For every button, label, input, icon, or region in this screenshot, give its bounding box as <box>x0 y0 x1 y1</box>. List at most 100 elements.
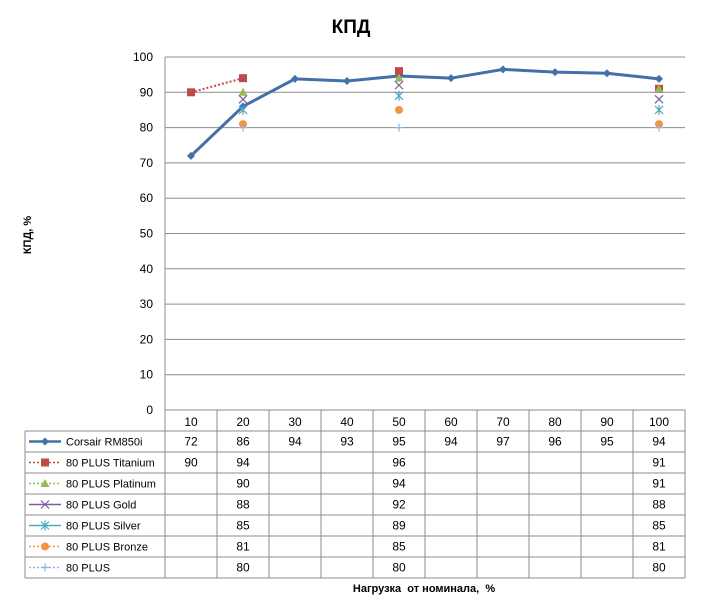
table-cell-80-plus-platinum: 94 <box>392 477 406 491</box>
table-cell-80-plus-bronze: 85 <box>392 540 406 554</box>
table-cell-80-plus: 80 <box>392 561 406 575</box>
table-cell-corsair-rm850i: 93 <box>340 435 354 449</box>
table-cell-80-plus-titanium: 90 <box>184 456 198 470</box>
y-tick-label: 100 <box>133 50 153 64</box>
series-line-80-plus-titanium <box>190 77 244 94</box>
table-cell-80-plus-gold: 88 <box>236 498 250 512</box>
x-tick-label: 40 <box>340 415 354 429</box>
y-tick-label: 70 <box>140 156 154 170</box>
data-point-corsair-rm850i <box>499 65 507 74</box>
table-cell-80-plus-silver: 89 <box>392 519 406 533</box>
table-cell-corsair-rm850i: 94 <box>444 435 458 449</box>
y-tick-label: 10 <box>140 368 154 382</box>
x-tick-label: 20 <box>236 415 250 429</box>
y-tick-label: 80 <box>140 121 154 135</box>
y-tick-label: 0 <box>146 403 153 417</box>
table-cell-80-plus-gold: 88 <box>652 498 666 512</box>
table-cell-80-plus-titanium: 96 <box>392 456 406 470</box>
y-tick-label: 50 <box>140 227 154 241</box>
x-tick-label: 100 <box>649 415 669 429</box>
legend-key-marker-80-plus-bronze <box>41 542 49 551</box>
x-axis-title: Нагрузка от номинала, % <box>353 583 495 595</box>
table-cell-corsair-rm850i: 94 <box>288 435 302 449</box>
legend-key-marker-80-plus-silver <box>40 520 50 531</box>
x-tick-label: 60 <box>444 415 458 429</box>
series-line-corsair-rm850i <box>189 67 660 157</box>
data-point-corsair-rm850i <box>343 77 351 86</box>
legend-label-80-plus-bronze: 80 PLUS Bronze <box>66 542 148 554</box>
data-point-80-plus-gold <box>238 94 248 104</box>
data-point-80-plus-titanium <box>187 88 195 97</box>
data-point-80-plus-platinum <box>394 73 404 82</box>
table-cell-80-plus-bronze: 81 <box>236 540 250 554</box>
legend-key-marker-80-plus-titanium <box>41 458 49 467</box>
table-cell-80-plus: 80 <box>236 561 250 575</box>
table-cell-80-plus-silver: 85 <box>236 519 250 533</box>
table-cell-80-plus-platinum: 91 <box>652 477 666 491</box>
x-tick-label: 10 <box>184 415 198 429</box>
table-cell-80-plus: 80 <box>652 561 666 575</box>
data-point-80-plus <box>395 123 403 132</box>
table-cell-corsair-rm850i: 94 <box>652 435 666 449</box>
y-tick-label: 40 <box>140 262 154 276</box>
data-point-corsair-rm850i <box>551 68 559 77</box>
y-tick-label: 30 <box>140 297 154 311</box>
data-point-corsair-rm850i <box>603 69 611 78</box>
y-axis-tick-labels: 0 10 20 30 40 50 60 70 80 90 100 <box>133 50 153 417</box>
data-point-80-plus-platinum <box>238 87 248 96</box>
x-tick-label: 80 <box>548 415 562 429</box>
data-point-80-plus-gold <box>654 94 664 104</box>
y-tick-label: 60 <box>140 191 154 205</box>
legend-key-marker-80-plus <box>41 563 49 572</box>
gridlines <box>164 56 685 411</box>
y-axis-title: КПД, % <box>22 216 34 255</box>
x-tick-label: 30 <box>288 415 302 429</box>
data-point-corsair-rm850i <box>291 74 299 83</box>
table-cell-80-plus-titanium: 91 <box>652 456 666 470</box>
y-tick-label: 90 <box>140 85 154 99</box>
data-point-80-plus <box>655 123 663 132</box>
data-point-corsair-rm850i <box>447 74 455 83</box>
table-cell-corsair-rm850i: 95 <box>600 435 614 449</box>
data-point-80-plus-gold <box>394 80 404 90</box>
table-cell-corsair-rm850i: 96 <box>548 435 562 449</box>
table-cell-80-plus-gold: 92 <box>392 498 406 512</box>
x-tick-label: 90 <box>600 415 614 429</box>
table-cell-corsair-rm850i: 86 <box>236 435 250 449</box>
table-cell-80-plus-platinum: 90 <box>236 477 250 491</box>
table-cell-80-plus-bronze: 81 <box>652 540 666 554</box>
x-tick-label: 50 <box>392 415 406 429</box>
x-tick-label: 70 <box>496 415 510 429</box>
data-point-80-plus-titanium <box>395 67 403 76</box>
legend-label-80-plus-gold: 80 PLUS Gold <box>66 500 136 512</box>
table-cell-corsair-rm850i: 97 <box>496 435 510 449</box>
legend-label-80-plus-silver: 80 PLUS Silver <box>66 521 141 533</box>
data-point-80-plus-silver <box>654 104 664 115</box>
legend-label-80-plus-platinum: 80 PLUS Platinum <box>66 479 156 491</box>
data-point-corsair-rm850i <box>655 74 663 83</box>
y-tick-label: 20 <box>140 332 154 346</box>
series-lines <box>189 67 660 157</box>
table-cell-80-plus-silver: 85 <box>652 519 666 533</box>
data-point-80-plus-platinum <box>654 84 664 93</box>
data-point-80-plus <box>239 123 247 132</box>
data-point-80-plus-bronze <box>395 105 403 114</box>
data-point-80-plus-titanium <box>239 74 247 83</box>
legend-label-corsair-rm850i: Corsair RM850i <box>66 437 142 449</box>
data-point-corsair-rm850i <box>187 151 195 160</box>
data-point-80-plus-silver <box>238 104 248 115</box>
legend-label-80-plus-titanium: 80 PLUS Titanium <box>66 458 155 470</box>
data-table: 10 20 30 40 50 60 70 80 90 100 Corsair RM850i 72 86 9… <box>24 410 686 579</box>
series-markers <box>187 65 664 160</box>
legend-key-marker-80-plus-platinum <box>40 479 50 487</box>
chart-title: КПД <box>332 17 371 38</box>
legend-label-80-plus: 80 PLUS <box>66 563 110 575</box>
table-cell-corsair-rm850i: 72 <box>184 435 198 449</box>
table-cell-corsair-rm850i: 95 <box>392 435 406 449</box>
data-point-80-plus-silver <box>394 90 404 101</box>
legend-key-marker-80-plus-gold <box>40 500 50 509</box>
legend-key-marker-corsair-rm850i <box>41 437 49 446</box>
table-cell-80-plus-titanium: 94 <box>236 456 250 470</box>
